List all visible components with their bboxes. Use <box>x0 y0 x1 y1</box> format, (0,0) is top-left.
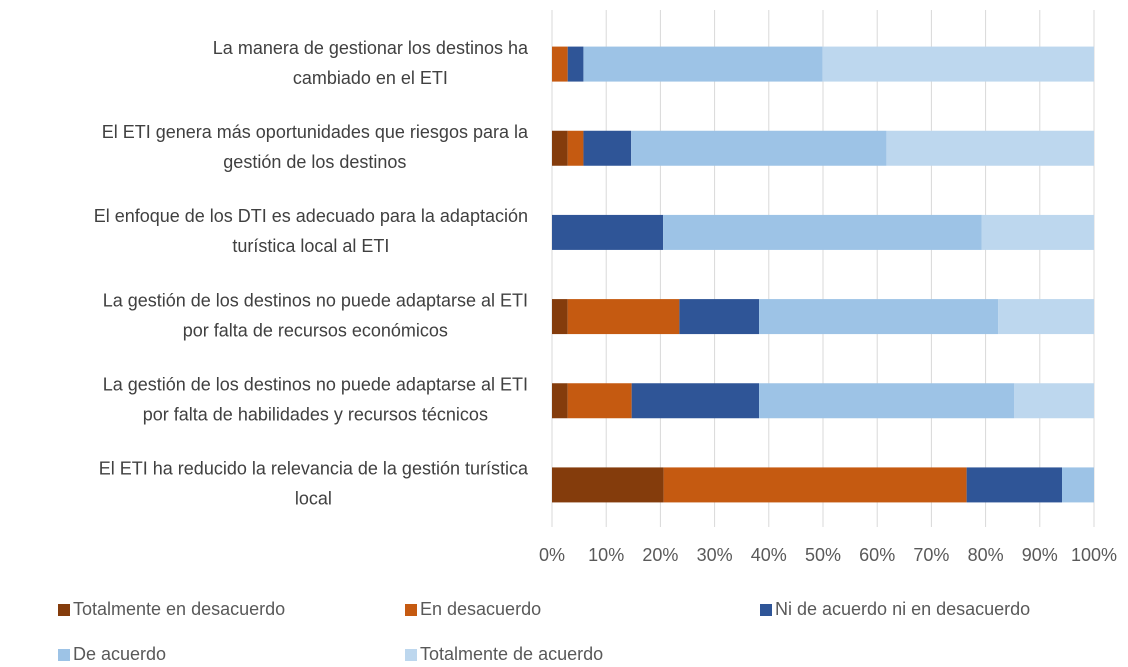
bar-segment <box>567 383 632 419</box>
bar-segment <box>552 46 568 82</box>
legend-swatch <box>58 604 70 616</box>
category-label: cambiado en el ETI <box>293 68 448 88</box>
category-label: El enfoque de los DTI es adecuado para l… <box>94 206 528 226</box>
x-tick-label: 80% <box>968 545 1004 565</box>
category-label: La gestión de los destinos no puede adap… <box>103 290 528 310</box>
category-label: turística local al ETI <box>232 236 389 256</box>
bar-segment <box>1062 467 1094 503</box>
category-label: por falta de habilidades y recursos técn… <box>143 405 488 425</box>
category-label: local <box>295 489 332 509</box>
x-tick-label: 60% <box>859 545 895 565</box>
bar-segment <box>663 467 967 503</box>
category-label: La gestión de los destinos no puede adap… <box>103 375 528 395</box>
x-tick-label: 70% <box>913 545 949 565</box>
x-tick-label: 0% <box>539 545 565 565</box>
x-tick-label: 100% <box>1071 545 1117 565</box>
bar-segment <box>886 130 1094 166</box>
bar-segment <box>631 383 760 419</box>
bar-segment <box>567 46 584 82</box>
x-tick-label: 40% <box>751 545 787 565</box>
bar-segment <box>583 130 632 166</box>
legend-label: Ni de acuerdo ni en desacuerdo <box>775 599 1030 619</box>
bar-segment <box>552 299 568 335</box>
legend-swatch <box>405 649 417 661</box>
category-label: gestión de los destinos <box>223 152 406 172</box>
bar-segment <box>567 130 584 166</box>
bar-segment <box>759 299 999 335</box>
bar-segment <box>631 130 887 166</box>
legend-label: De acuerdo <box>73 644 166 664</box>
category-label: El ETI ha reducido la relevancia de la g… <box>99 459 529 479</box>
legend-label: Totalmente en desacuerdo <box>73 599 285 619</box>
bar-segment <box>552 214 664 250</box>
x-tick-label: 50% <box>805 545 841 565</box>
bar-segment <box>663 214 982 250</box>
legend-label: Totalmente de acuerdo <box>420 644 603 664</box>
bar-segment <box>998 299 1094 335</box>
bar-segment <box>583 46 823 82</box>
bar-segment <box>567 299 680 335</box>
category-label: La manera de gestionar los destinos ha <box>213 38 529 58</box>
legend-swatch <box>58 649 70 661</box>
category-label: por falta de recursos económicos <box>183 320 448 340</box>
bar-segment <box>822 46 1094 82</box>
bar-segment <box>966 467 1063 503</box>
x-tick-label: 20% <box>642 545 678 565</box>
x-tick-label: 10% <box>588 545 624 565</box>
bar-segment <box>759 383 1015 419</box>
legend-swatch <box>760 604 772 616</box>
legend-swatch <box>405 604 417 616</box>
bar-segment <box>1014 383 1094 419</box>
bar-segment <box>679 299 760 335</box>
x-tick-label: 90% <box>1022 545 1058 565</box>
bar-segment <box>552 467 664 503</box>
category-label: El ETI genera más oportunidades que ries… <box>102 122 529 142</box>
bar-segment <box>981 214 1094 250</box>
legend-label: En desacuerdo <box>420 599 541 619</box>
x-tick-label: 30% <box>697 545 733 565</box>
bar-segment <box>552 383 568 419</box>
bar-segment <box>552 130 568 166</box>
